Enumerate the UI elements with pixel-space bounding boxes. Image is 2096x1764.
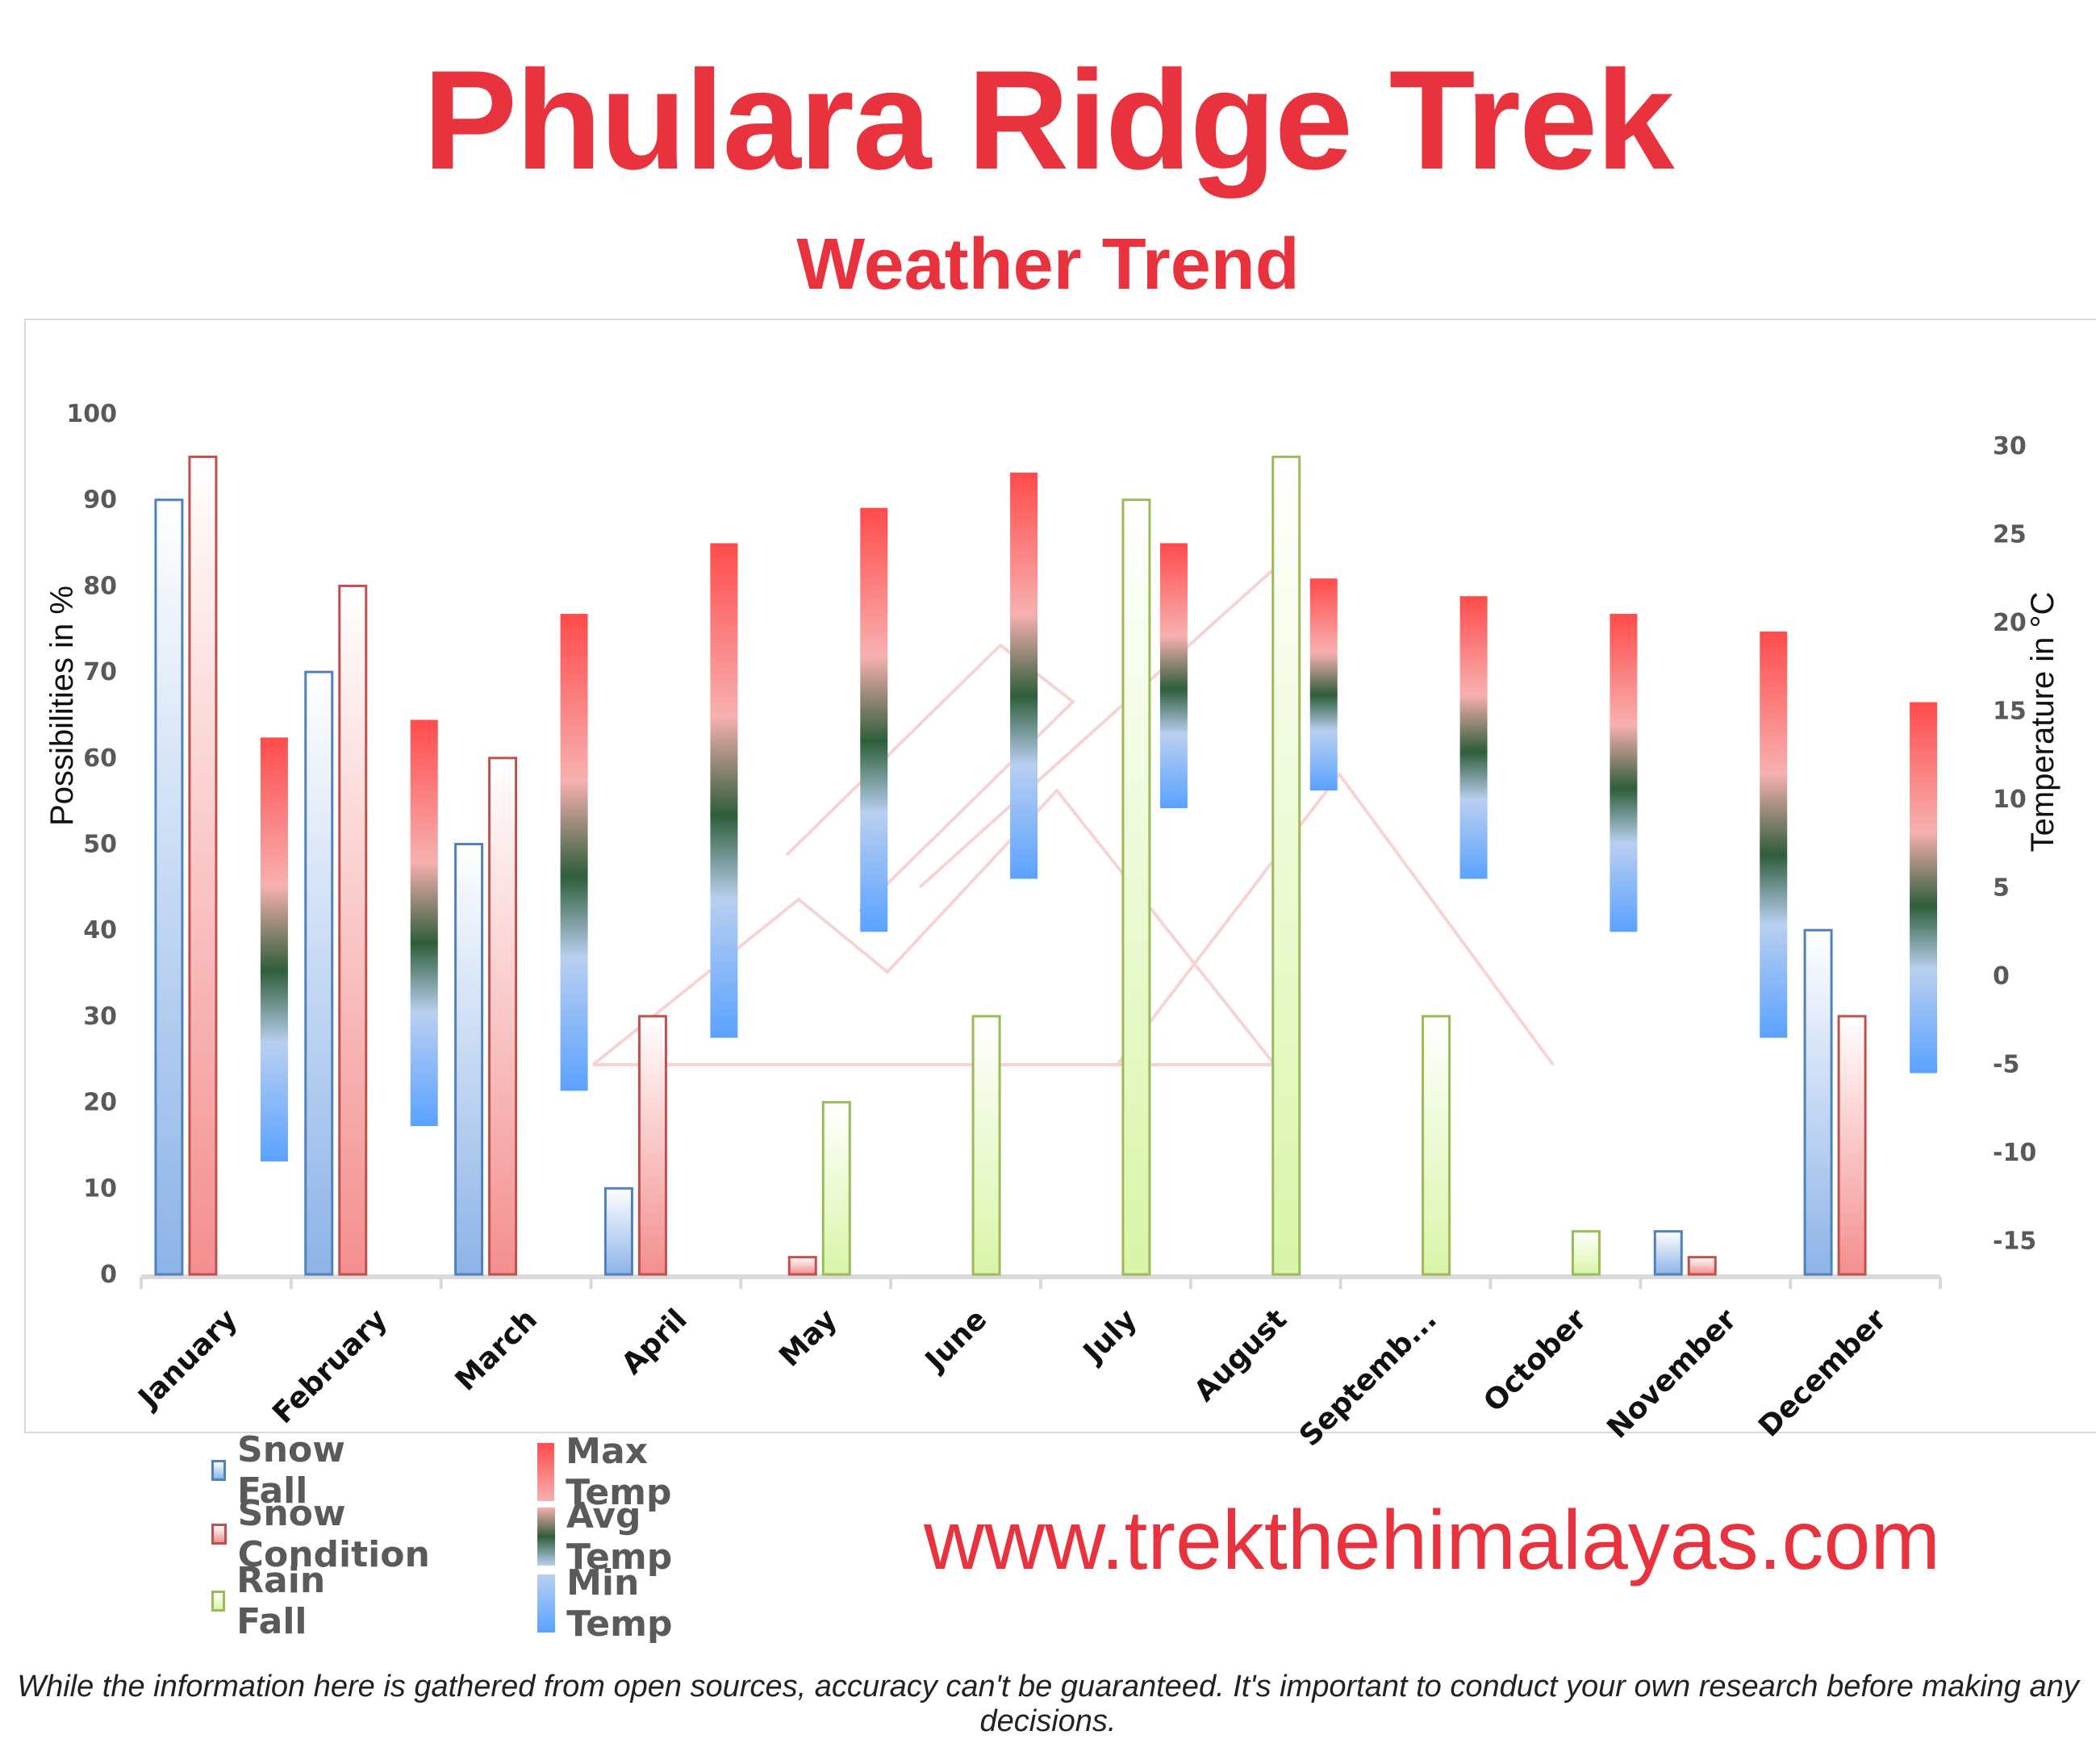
rain-fall-bar xyxy=(1271,455,1301,1276)
temperature-range-bar xyxy=(1610,614,1638,932)
y-tick-label-right: 20 xyxy=(1993,609,2027,637)
y-tick-label-right: -10 xyxy=(1993,1139,2036,1167)
x-tick-label: October xyxy=(1477,1303,1593,1419)
legend-label: Snow Fall xyxy=(237,1429,345,1512)
website-link[interactable]: www.trekthehimalayas.com xyxy=(924,1494,1940,1587)
legend-swatch xyxy=(537,1574,556,1633)
y-tick-label-right: 25 xyxy=(1993,521,2027,549)
x-tick-label: February xyxy=(266,1303,394,1430)
y-tick-label-right: 10 xyxy=(1993,786,2027,814)
legend-snow-fall: Snow Fall xyxy=(211,1429,352,1512)
y-tick-label-left: 0 xyxy=(100,1261,117,1289)
y-axis-label-left: Possibilities in % xyxy=(44,586,80,826)
x-tick-label: May xyxy=(773,1303,843,1373)
legend-label: Snow Condition xyxy=(237,1493,430,1575)
rain-fall-bar xyxy=(821,1101,851,1276)
temperature-range-bar xyxy=(560,614,588,1091)
y-tick-label-right: -15 xyxy=(1993,1228,2036,1256)
y-tick-label-left: 70 xyxy=(83,658,117,686)
legend-swatch xyxy=(537,1443,555,1501)
legend-label: Min Temp xyxy=(566,1562,673,1645)
x-tick-label: August xyxy=(1188,1303,1293,1407)
temperature-range-bar xyxy=(410,719,438,1127)
snow-fall-bar xyxy=(304,670,334,1276)
legend-snow-condition: Snow Condition xyxy=(211,1493,436,1575)
snow-condition-bar xyxy=(188,455,218,1276)
x-tick-label: January xyxy=(131,1303,244,1416)
snow-fall-bar xyxy=(454,843,484,1276)
legend-label: Max Temp xyxy=(566,1431,672,1513)
legend-swatch xyxy=(537,1508,555,1566)
rain-fall-bar xyxy=(1571,1230,1601,1276)
y-tick-label-right: -5 xyxy=(1993,1051,2019,1079)
y-tick-label-left: 20 xyxy=(83,1089,117,1117)
y-tick-label-left: 40 xyxy=(83,916,117,945)
snow-condition-bar xyxy=(787,1256,817,1276)
snow-fall-bar xyxy=(1653,1230,1683,1276)
x-tick-label: June xyxy=(917,1303,993,1378)
legend-label: Rain Fall xyxy=(236,1560,326,1642)
snow-condition-bar xyxy=(1687,1256,1717,1276)
y-tick-label-left: 90 xyxy=(83,486,117,515)
rain-fall-bar xyxy=(1121,498,1151,1276)
y-tick-label-right: 0 xyxy=(1993,962,2010,990)
x-tick-label: December xyxy=(1752,1303,1893,1443)
legend-min-temp: Min Temp xyxy=(537,1562,683,1645)
temperature-range-bar xyxy=(1760,631,1788,1038)
y-tick-label-left: 50 xyxy=(83,831,117,859)
legend-swatch xyxy=(211,1460,226,1481)
temperature-range-bar xyxy=(1309,578,1338,791)
temperature-range-bar xyxy=(1159,543,1188,808)
y-tick-label-right: 5 xyxy=(1993,874,2010,903)
temperature-range-bar xyxy=(1010,472,1038,879)
y-tick-label-right: 30 xyxy=(1993,432,2027,461)
snow-fall-bar xyxy=(154,498,184,1276)
snow-condition-bar xyxy=(637,1015,667,1276)
chart-title: Phulara Ridge Trek xyxy=(423,42,1674,199)
snow-fall-bar xyxy=(1803,928,1833,1276)
legend-avg-temp: Avg Temp xyxy=(537,1495,683,1578)
chart-subtitle: Weather Trend xyxy=(796,224,1300,305)
legend-swatch xyxy=(211,1591,226,1612)
bars xyxy=(154,455,1938,1276)
x-tick-label: April xyxy=(616,1303,694,1381)
temperature-range-bar xyxy=(860,507,888,932)
chart-frame xyxy=(24,319,2096,1433)
rain-fall-bar xyxy=(971,1015,1001,1276)
y-tick-label-left: 10 xyxy=(83,1174,117,1203)
disclaimer-text: While the information here is gathered f… xyxy=(17,1670,2079,1738)
legend-max-temp: Max Temp xyxy=(537,1431,683,1513)
legend-rain-fall: Rain Fall xyxy=(211,1560,332,1642)
y-tick-label-left: 30 xyxy=(83,1003,117,1031)
legend-label: Avg Temp xyxy=(566,1495,673,1578)
x-tick-label: November xyxy=(1601,1303,1743,1445)
y-tick-label-left: 80 xyxy=(83,572,117,600)
snow-condition-bar xyxy=(1837,1015,1867,1276)
legend-swatch xyxy=(211,1524,227,1545)
temperature-range-bar xyxy=(260,737,288,1161)
y-tick-label-right: 15 xyxy=(1993,698,2027,726)
temperature-range-bar xyxy=(1910,702,1938,1074)
temperature-range-bar xyxy=(1459,596,1488,879)
axes xyxy=(140,1274,1942,1289)
y-tick-label-left: 100 xyxy=(66,400,117,428)
y-tick-label-left: 60 xyxy=(83,744,117,773)
x-tick-label: Septemb... xyxy=(1293,1303,1443,1453)
snow-fall-bar xyxy=(603,1186,633,1276)
snow-condition-bar xyxy=(488,757,518,1276)
y-axis-label-right: Temperature in °C xyxy=(2025,592,2061,853)
temperature-range-bar xyxy=(710,543,738,1038)
rain-fall-bar xyxy=(1422,1015,1451,1276)
snow-condition-bar xyxy=(338,584,368,1276)
x-tick-label: March xyxy=(449,1303,544,1397)
x-tick-label: July xyxy=(1075,1303,1143,1370)
